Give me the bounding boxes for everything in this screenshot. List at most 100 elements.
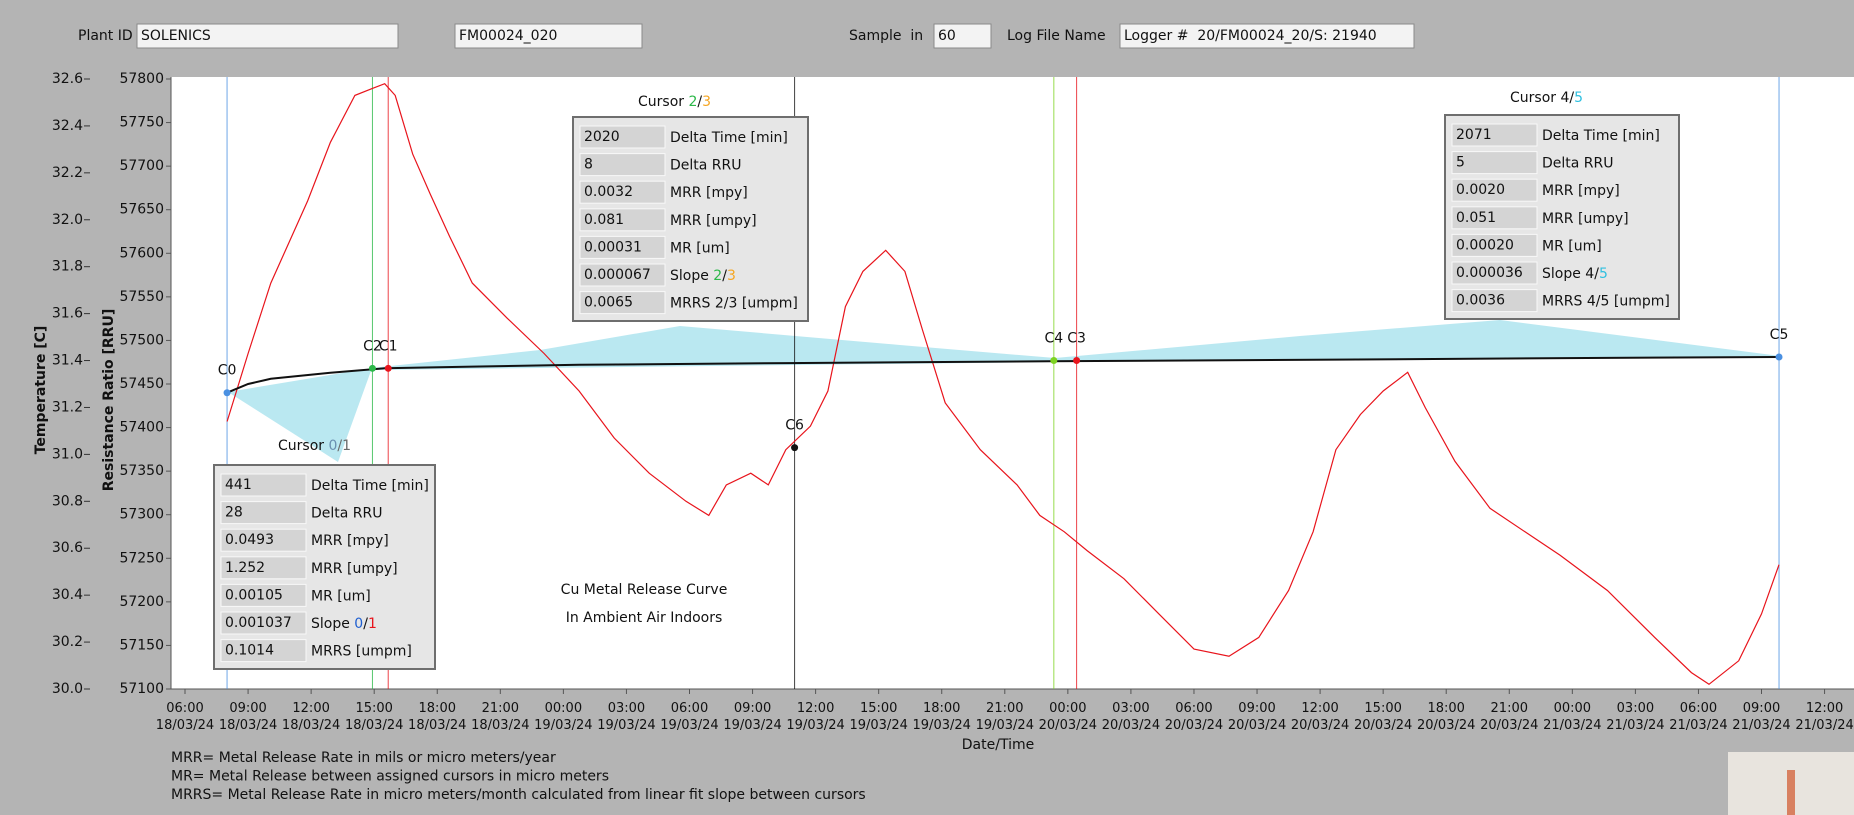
- field-value: 0.000036: [1456, 265, 1523, 281]
- y-tick-label: 57300: [119, 507, 164, 523]
- note: MR= Metal Release between assigned curso…: [171, 769, 609, 785]
- y-tick-label: 57600: [119, 245, 164, 261]
- y-tick-label: 57500: [119, 332, 164, 348]
- x-tick-label: 15:00 18/03/24: [344, 701, 404, 733]
- field-label: MRR [umpy]: [311, 561, 398, 577]
- sample-label: Sample in: [849, 28, 923, 44]
- y2-tick-label: 30.8: [52, 493, 83, 509]
- panel-title: Cursor 0/1: [278, 438, 351, 454]
- value-field: [220, 611, 307, 635]
- field-value: 0.051: [1456, 210, 1496, 226]
- label-part: /: [722, 268, 727, 284]
- y-tick-label: 57350: [119, 463, 164, 479]
- field-value: 0.1014: [225, 643, 274, 659]
- value-field: [220, 528, 307, 552]
- field-value: 2020: [584, 129, 620, 145]
- x-tick-label: 09:00 18/03/24: [218, 701, 278, 733]
- field-label: Delta RRU: [670, 158, 742, 174]
- y2-tick-label: 30.4: [52, 587, 83, 603]
- y2-tick-label: 31.6: [52, 306, 83, 322]
- cursor-point: [1775, 353, 1783, 361]
- log-file-label: Log File Name: [1007, 28, 1106, 44]
- plant-id-field: [136, 23, 399, 49]
- x-tick-label: 00:00 21/03/24: [1543, 701, 1602, 733]
- field-value: 0.001037: [225, 615, 292, 631]
- x-tick-label: 09:00 20/03/24: [1227, 701, 1287, 733]
- label-part: Slope: [1542, 266, 1585, 282]
- x-tick-label: 12:00 20/03/24: [1290, 701, 1350, 733]
- field-value: 0.0032: [584, 184, 633, 200]
- cursor-point: [223, 389, 231, 397]
- title-part: Cursor: [278, 438, 328, 454]
- series-line: [226, 356, 1780, 394]
- cursor-label: C6: [785, 418, 804, 434]
- value-field: [1451, 151, 1538, 175]
- field-label: MR [um]: [1542, 238, 1602, 254]
- y2-tick-label: 31.4: [52, 353, 83, 369]
- field-value: 0.00105: [225, 587, 283, 603]
- y2-tick-label: 31.2: [52, 399, 83, 415]
- label-part: 0: [354, 616, 363, 632]
- sample-value: 60: [938, 28, 956, 44]
- field-label: Delta RRU: [311, 506, 383, 522]
- x-tick-label: 21:00 20/03/24: [1480, 701, 1539, 733]
- value-field: [579, 125, 666, 149]
- field-value: 2071: [1456, 127, 1492, 143]
- y2-tick-label: 32.6: [52, 71, 83, 87]
- x-tick-label: 06:00 20/03/24: [1164, 701, 1224, 733]
- field-value: 5: [1456, 155, 1465, 171]
- x-tick-label: 21:00 18/03/24: [471, 701, 530, 733]
- title-part: /: [337, 438, 342, 454]
- cursor-label: C1: [379, 338, 398, 354]
- field-value: 0.081: [584, 212, 624, 228]
- cursor-point: [1050, 356, 1058, 364]
- y2-tick-label: 32.2: [52, 165, 83, 181]
- x-tick-label: 18:00 18/03/24: [408, 701, 467, 733]
- x-tick-label: 09:00 19/03/24: [723, 701, 782, 733]
- value-field: [579, 180, 666, 204]
- y2-tick-label: 32.4: [52, 118, 83, 134]
- tag-field: [454, 23, 643, 49]
- y2-tick-label: 30.2: [52, 634, 83, 650]
- field-label: MR [um]: [311, 588, 371, 604]
- field-label: MRR [umpy]: [1542, 211, 1629, 227]
- field-label: MRR [mpy]: [311, 533, 389, 549]
- y-tick-label: 57750: [119, 115, 164, 131]
- plant-id-value: SOLENICS: [141, 28, 211, 44]
- x-tick-label: 18:00 19/03/24: [912, 701, 971, 733]
- value-field: [1451, 123, 1538, 147]
- title-part: 0: [328, 438, 337, 454]
- cursor-label: C3: [1067, 330, 1086, 346]
- value-field: [1451, 178, 1538, 202]
- value-field: [1451, 261, 1538, 285]
- series-line: [226, 82, 1780, 686]
- cursor-label: C2: [363, 338, 382, 354]
- y2-tick-label: 30.0: [52, 681, 83, 697]
- field-value: 28: [225, 505, 243, 521]
- y2-tick-label: 32.0: [52, 212, 83, 228]
- x-tick-label: 03:00 20/03/24: [1101, 701, 1161, 733]
- field-value: 8: [584, 157, 593, 173]
- value-field: [220, 639, 307, 663]
- title-part: 4: [1560, 90, 1569, 106]
- title-part: 1: [342, 438, 351, 454]
- value-field: [220, 583, 307, 607]
- cursor-point: [791, 444, 799, 452]
- plant-id-label: Plant ID: [78, 28, 133, 44]
- x-tick-label: 12:00 19/03/24: [786, 701, 845, 733]
- value-field: [579, 153, 666, 177]
- title-part: /: [1569, 90, 1574, 106]
- cursor-point: [1073, 356, 1081, 364]
- x-tick-label: 15:00 20/03/24: [1353, 701, 1413, 733]
- field-label: Delta Time [min]: [1542, 128, 1660, 144]
- label-part: 1: [368, 616, 377, 632]
- field-label: MRR [umpy]: [670, 213, 757, 229]
- y2-tick-label: 31.8: [52, 259, 83, 275]
- field-value: 0.0065: [584, 295, 633, 311]
- label-part: 2: [713, 268, 722, 284]
- y-tick-label: 57450: [119, 376, 164, 392]
- note: MRR= Metal Release Rate in mils or micro…: [171, 750, 556, 766]
- value-field: [220, 473, 307, 497]
